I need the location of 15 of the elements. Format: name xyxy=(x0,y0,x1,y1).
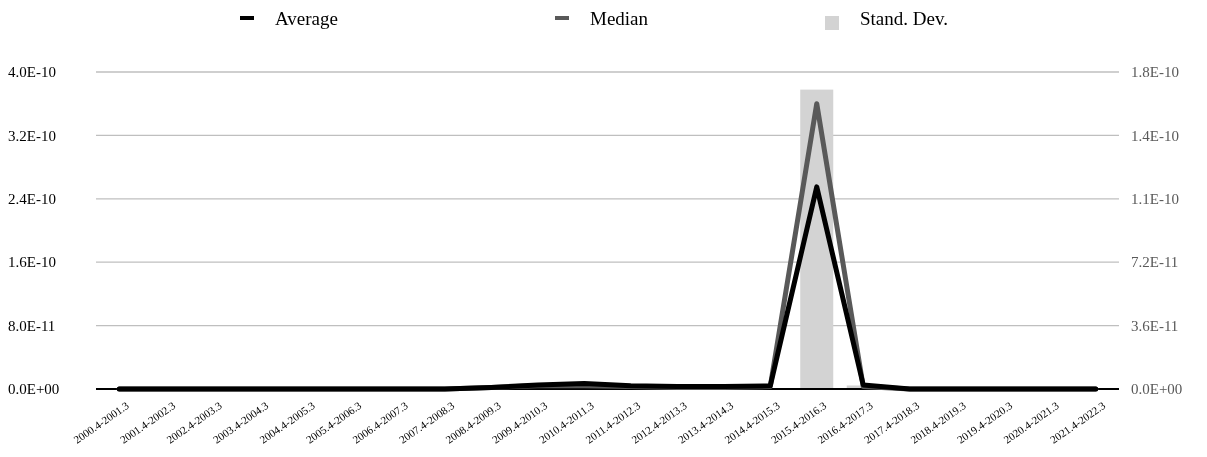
y-tick-label: 8.0E-11 xyxy=(8,317,56,334)
legend-label: Average xyxy=(275,7,338,29)
y-tick-label: 1.6E-10 xyxy=(8,254,56,271)
y2-tick-label: 0.0E+00 xyxy=(1131,381,1183,398)
y-tick-label: 4.0E-10 xyxy=(8,64,56,81)
legend-label: Median xyxy=(590,7,649,29)
y2-tick-label: 3.6E-11 xyxy=(1131,317,1179,334)
y2-tick-label: 1.4E-10 xyxy=(1131,127,1179,144)
legend-label: Stand. Dev. xyxy=(860,7,948,29)
y2-tick-label: 1.8E-10 xyxy=(1131,64,1179,81)
y-tick-label: 3.2E-10 xyxy=(8,127,56,144)
y-tick-label: 2.4E-10 xyxy=(8,191,56,208)
y-tick-label: 0.0E+00 xyxy=(8,381,60,398)
y2-tick-label: 7.2E-11 xyxy=(1131,254,1179,271)
y2-tick-label: 1.1E-10 xyxy=(1131,191,1179,208)
